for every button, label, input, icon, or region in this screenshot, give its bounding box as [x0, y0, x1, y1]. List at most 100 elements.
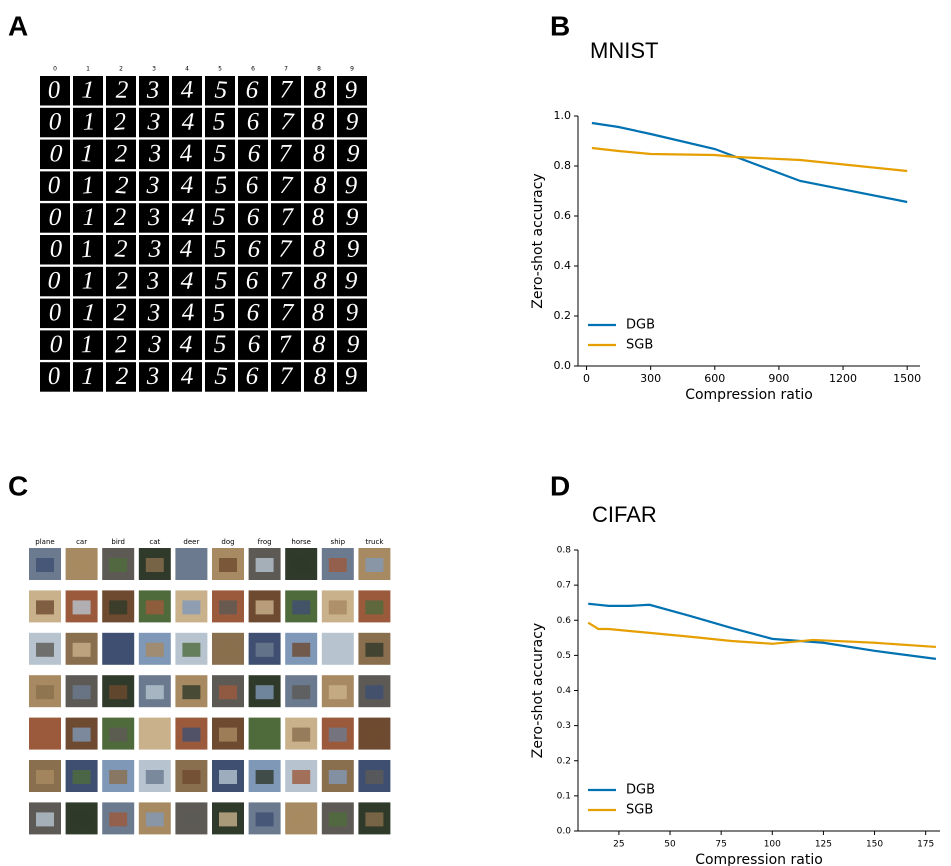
cifar-image-detail	[109, 600, 127, 614]
cifar-image-detail	[219, 770, 237, 784]
cifar-image-detail	[36, 685, 54, 699]
x-axis-label: Compression ratio	[685, 387, 813, 403]
x-tick-label: 150	[866, 840, 883, 850]
column-label: 5	[218, 66, 222, 73]
digit: 1	[81, 76, 95, 104]
digit: 2	[114, 331, 128, 359]
digit: 0	[49, 109, 62, 136]
x-axis-label: Compression ratio	[695, 852, 823, 866]
cifar-image-detail	[182, 643, 200, 657]
digit: 5	[214, 363, 228, 391]
digit: 6	[246, 108, 260, 136]
digit: 3	[147, 299, 161, 326]
column-label: plane	[35, 538, 54, 546]
cifar-image-detail	[182, 812, 200, 826]
figure: A B C D 00000000000111111111112222222222…	[0, 0, 951, 866]
digit: 4	[179, 331, 192, 358]
y-axis-label: Zero-shot accuracy	[530, 623, 546, 758]
digit: 8	[312, 140, 326, 168]
cifar-image-detail	[73, 643, 91, 657]
digit: 2	[115, 172, 129, 200]
cifar-image-detail	[73, 812, 91, 826]
column-label: 4	[185, 66, 189, 73]
digit: 1	[80, 235, 94, 263]
digit: 2	[116, 77, 129, 104]
x-tick-label: 75	[715, 840, 726, 850]
digit: 5	[212, 204, 225, 231]
cifar-image-detail	[219, 600, 237, 614]
digit: 2	[114, 204, 127, 231]
y-tick-label: 1.0	[554, 109, 572, 122]
x-tick-label: 100	[764, 840, 781, 850]
x-tick-label: 0	[583, 372, 590, 385]
cifar-image-detail	[292, 812, 310, 826]
cifar-image-detail	[73, 728, 91, 742]
digit: 6	[248, 140, 261, 167]
digit: 7	[280, 363, 294, 390]
digit: 0	[50, 331, 63, 358]
cifar-image-detail	[36, 643, 54, 657]
cifar-image-detail	[365, 558, 383, 572]
cifar-image-detail	[365, 812, 383, 826]
digit: 6	[247, 235, 262, 263]
digit: 1	[80, 140, 93, 167]
panel-label: B	[550, 10, 570, 41]
digit: 3	[146, 108, 161, 136]
digit: 4	[181, 299, 194, 326]
cifar-image-detail	[329, 558, 347, 572]
y-tick-label: 0.2	[554, 309, 572, 322]
digit: 2	[115, 140, 128, 167]
legend-label: SGB	[626, 338, 653, 353]
digit: 9	[346, 109, 359, 136]
cifar-image-detail	[292, 600, 310, 614]
digit: 4	[180, 76, 194, 104]
cifar-image-detail	[292, 728, 310, 742]
digit: 1	[83, 204, 96, 231]
column-label: 1	[86, 66, 90, 73]
digit: 5	[213, 235, 227, 263]
digit: 3	[146, 77, 160, 104]
cifar-image-detail	[219, 643, 237, 657]
digit: 6	[247, 204, 260, 231]
y-tick-label: 0.8	[557, 546, 572, 556]
cifar-image-detail	[109, 728, 127, 742]
cifar-image-detail	[256, 600, 274, 614]
line-series	[592, 148, 907, 171]
digit: 6	[245, 76, 259, 103]
digit: 7	[279, 140, 293, 167]
x-tick-label: 300	[640, 372, 661, 385]
digit: 6	[247, 331, 261, 358]
x-tick-label: 175	[917, 840, 934, 850]
cifar-image-detail	[329, 770, 347, 784]
cifar-image-detail	[219, 812, 237, 826]
cifar-image-detail	[146, 812, 164, 826]
column-label: frog	[258, 538, 272, 546]
digit: 0	[48, 299, 62, 327]
x-tick-label: 1500	[893, 372, 921, 385]
panel-label: A	[8, 10, 28, 41]
digit: 0	[47, 267, 61, 294]
y-tick-label: 0.6	[557, 616, 572, 626]
digit: 5	[212, 299, 226, 327]
y-tick-label: 0.3	[557, 721, 571, 731]
digit: 5	[213, 108, 226, 135]
digit: 3	[148, 236, 162, 263]
digit: 3	[146, 363, 160, 390]
digit: 2	[113, 108, 127, 136]
digit: 1	[81, 331, 94, 358]
cifar-image-detail	[292, 770, 310, 784]
cifar-image-detail	[256, 728, 274, 742]
digit: 8	[313, 267, 328, 295]
digit: 7	[281, 299, 295, 326]
cifar-image-detail	[256, 558, 274, 572]
cifar-image-detail	[36, 600, 54, 614]
cifar-image-detail	[36, 728, 54, 742]
digit: 2	[114, 235, 128, 263]
digit: 9	[344, 76, 359, 104]
digit: 2	[113, 299, 126, 326]
column-label: 7	[284, 66, 288, 73]
cifar-image-detail	[109, 770, 127, 784]
y-axis-label: Zero-shot accuracy	[530, 173, 546, 308]
digit: 5	[214, 172, 227, 199]
column-label: 3	[152, 66, 156, 73]
